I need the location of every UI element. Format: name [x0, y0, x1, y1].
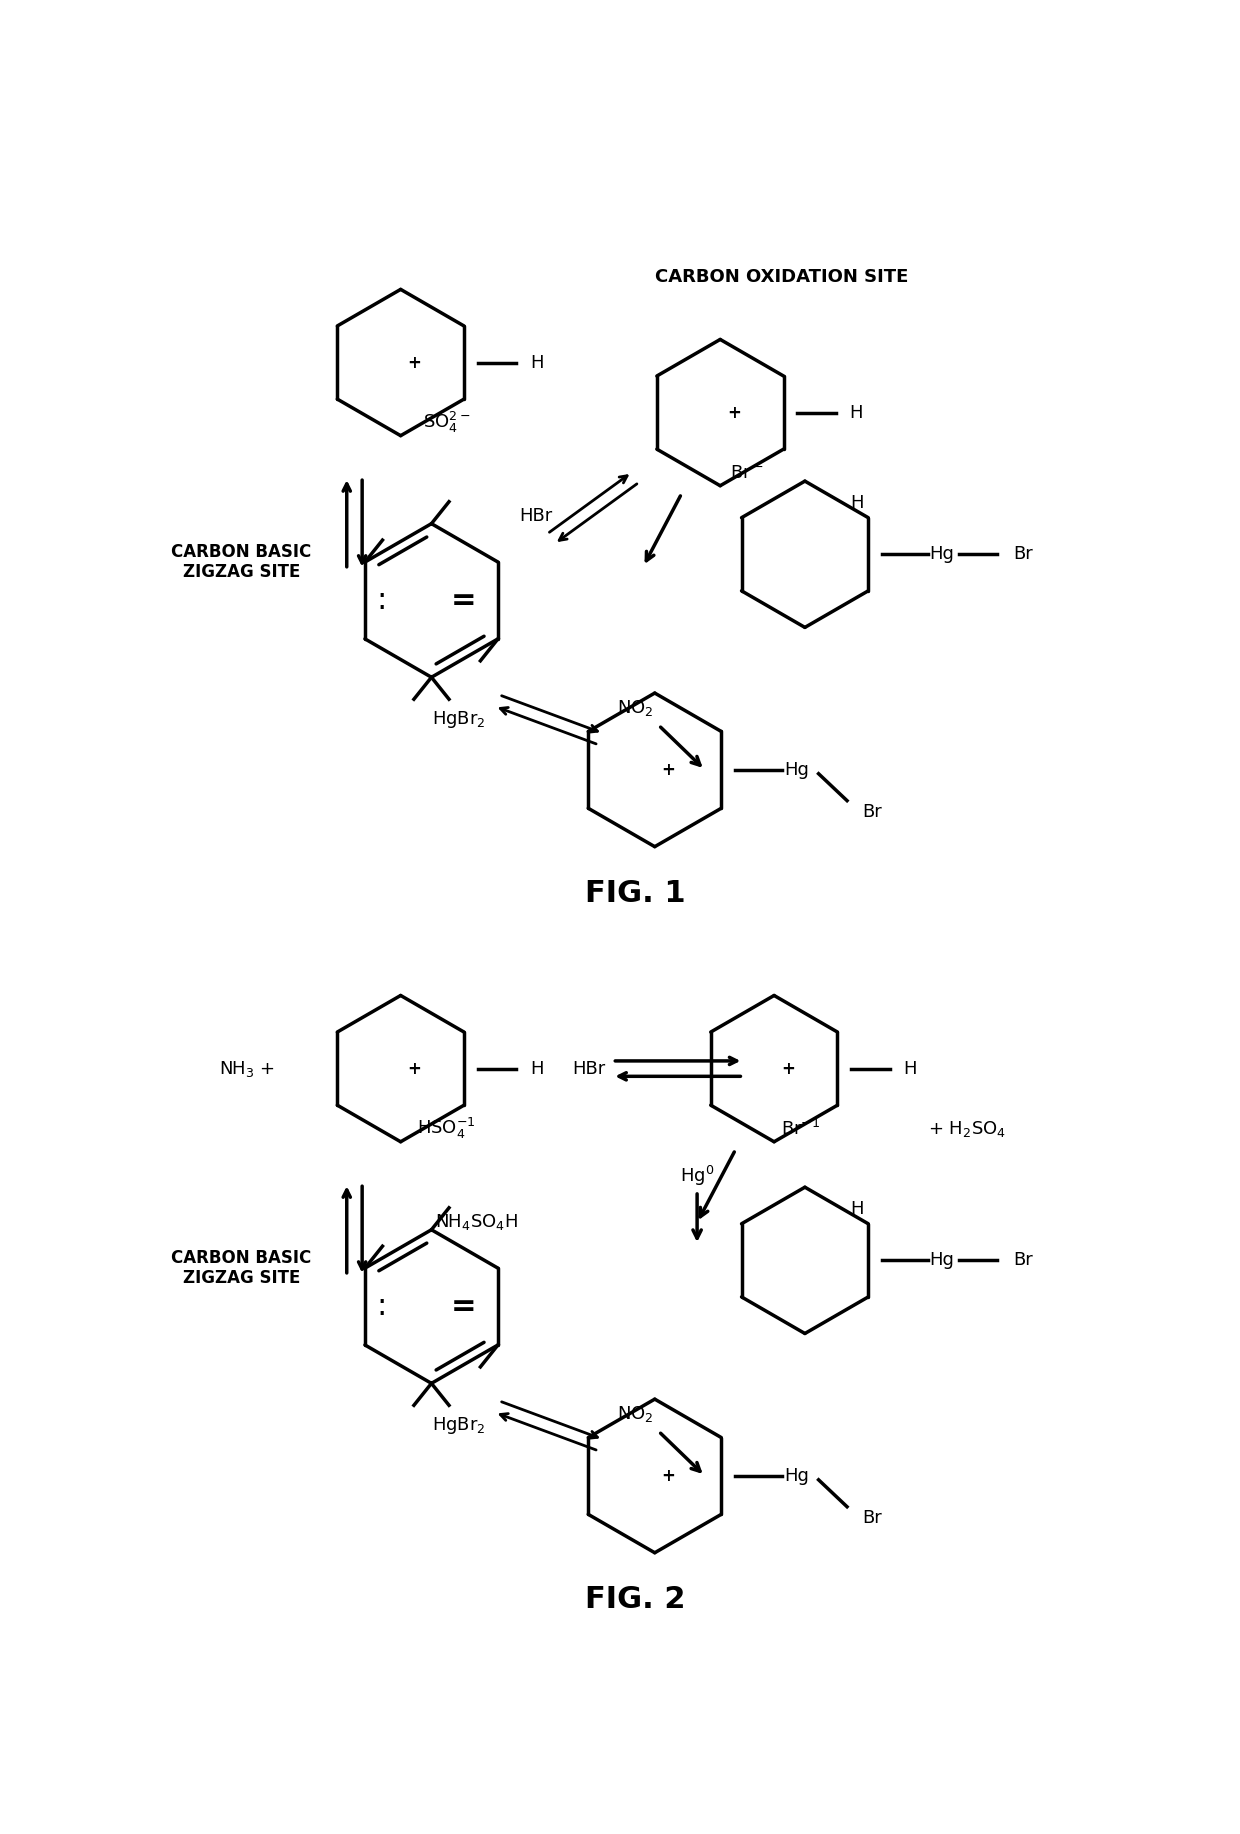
- Text: H: H: [529, 354, 543, 372]
- Text: Br$^-$: Br$^-$: [730, 464, 764, 482]
- Text: HgBr$_2$: HgBr$_2$: [432, 1416, 485, 1436]
- Text: +: +: [727, 403, 742, 422]
- Text: =: =: [450, 1291, 476, 1320]
- Text: Hg$^0$: Hg$^0$: [680, 1163, 714, 1188]
- Text: Br$^{-1}$: Br$^{-1}$: [781, 1119, 821, 1139]
- Text: CARBON BASIC
ZIGZAG SITE: CARBON BASIC ZIGZAG SITE: [171, 1249, 311, 1287]
- Text: HSO$_4^{-1}$: HSO$_4^{-1}$: [418, 1117, 476, 1141]
- Text: Br: Br: [1013, 1251, 1033, 1269]
- Text: FIG. 2: FIG. 2: [585, 1585, 686, 1614]
- Text: CARBON BASIC
ZIGZAG SITE: CARBON BASIC ZIGZAG SITE: [171, 543, 311, 581]
- Text: H: H: [851, 1199, 863, 1218]
- Text: H: H: [849, 403, 863, 422]
- Text: =: =: [450, 585, 476, 614]
- Text: H: H: [904, 1060, 916, 1078]
- Text: FIG. 1: FIG. 1: [585, 878, 686, 908]
- Text: +: +: [662, 761, 676, 779]
- Text: +: +: [408, 1060, 422, 1078]
- Text: HBr: HBr: [518, 506, 552, 525]
- Text: NO$_2$: NO$_2$: [618, 1405, 653, 1425]
- Text: Hg: Hg: [929, 545, 954, 563]
- Text: NH$_4$SO$_4$H: NH$_4$SO$_4$H: [435, 1212, 518, 1232]
- Text: HgBr$_2$: HgBr$_2$: [432, 710, 485, 730]
- Text: H: H: [851, 493, 863, 512]
- Text: Hg: Hg: [929, 1251, 954, 1269]
- Text: +: +: [662, 1467, 676, 1486]
- Text: NH$_3$ +: NH$_3$ +: [218, 1058, 274, 1078]
- Text: NO$_2$: NO$_2$: [618, 699, 653, 719]
- Text: Hg: Hg: [785, 761, 810, 779]
- Text: Br: Br: [863, 1509, 882, 1528]
- Text: CARBON OXIDATION SITE: CARBON OXIDATION SITE: [655, 268, 909, 286]
- Text: HBr: HBr: [573, 1060, 606, 1078]
- Text: + H$_2$SO$_4$: + H$_2$SO$_4$: [928, 1119, 1006, 1139]
- Text: H: H: [529, 1060, 543, 1078]
- Text: +: +: [781, 1060, 795, 1078]
- Text: :: :: [377, 1291, 387, 1320]
- Text: Br: Br: [1013, 545, 1033, 563]
- Text: Hg: Hg: [785, 1467, 810, 1486]
- Text: Br: Br: [863, 803, 882, 822]
- Text: :: :: [377, 585, 387, 614]
- Text: SO$_4^{2-}$: SO$_4^{2-}$: [423, 411, 471, 435]
- Text: +: +: [408, 354, 422, 372]
